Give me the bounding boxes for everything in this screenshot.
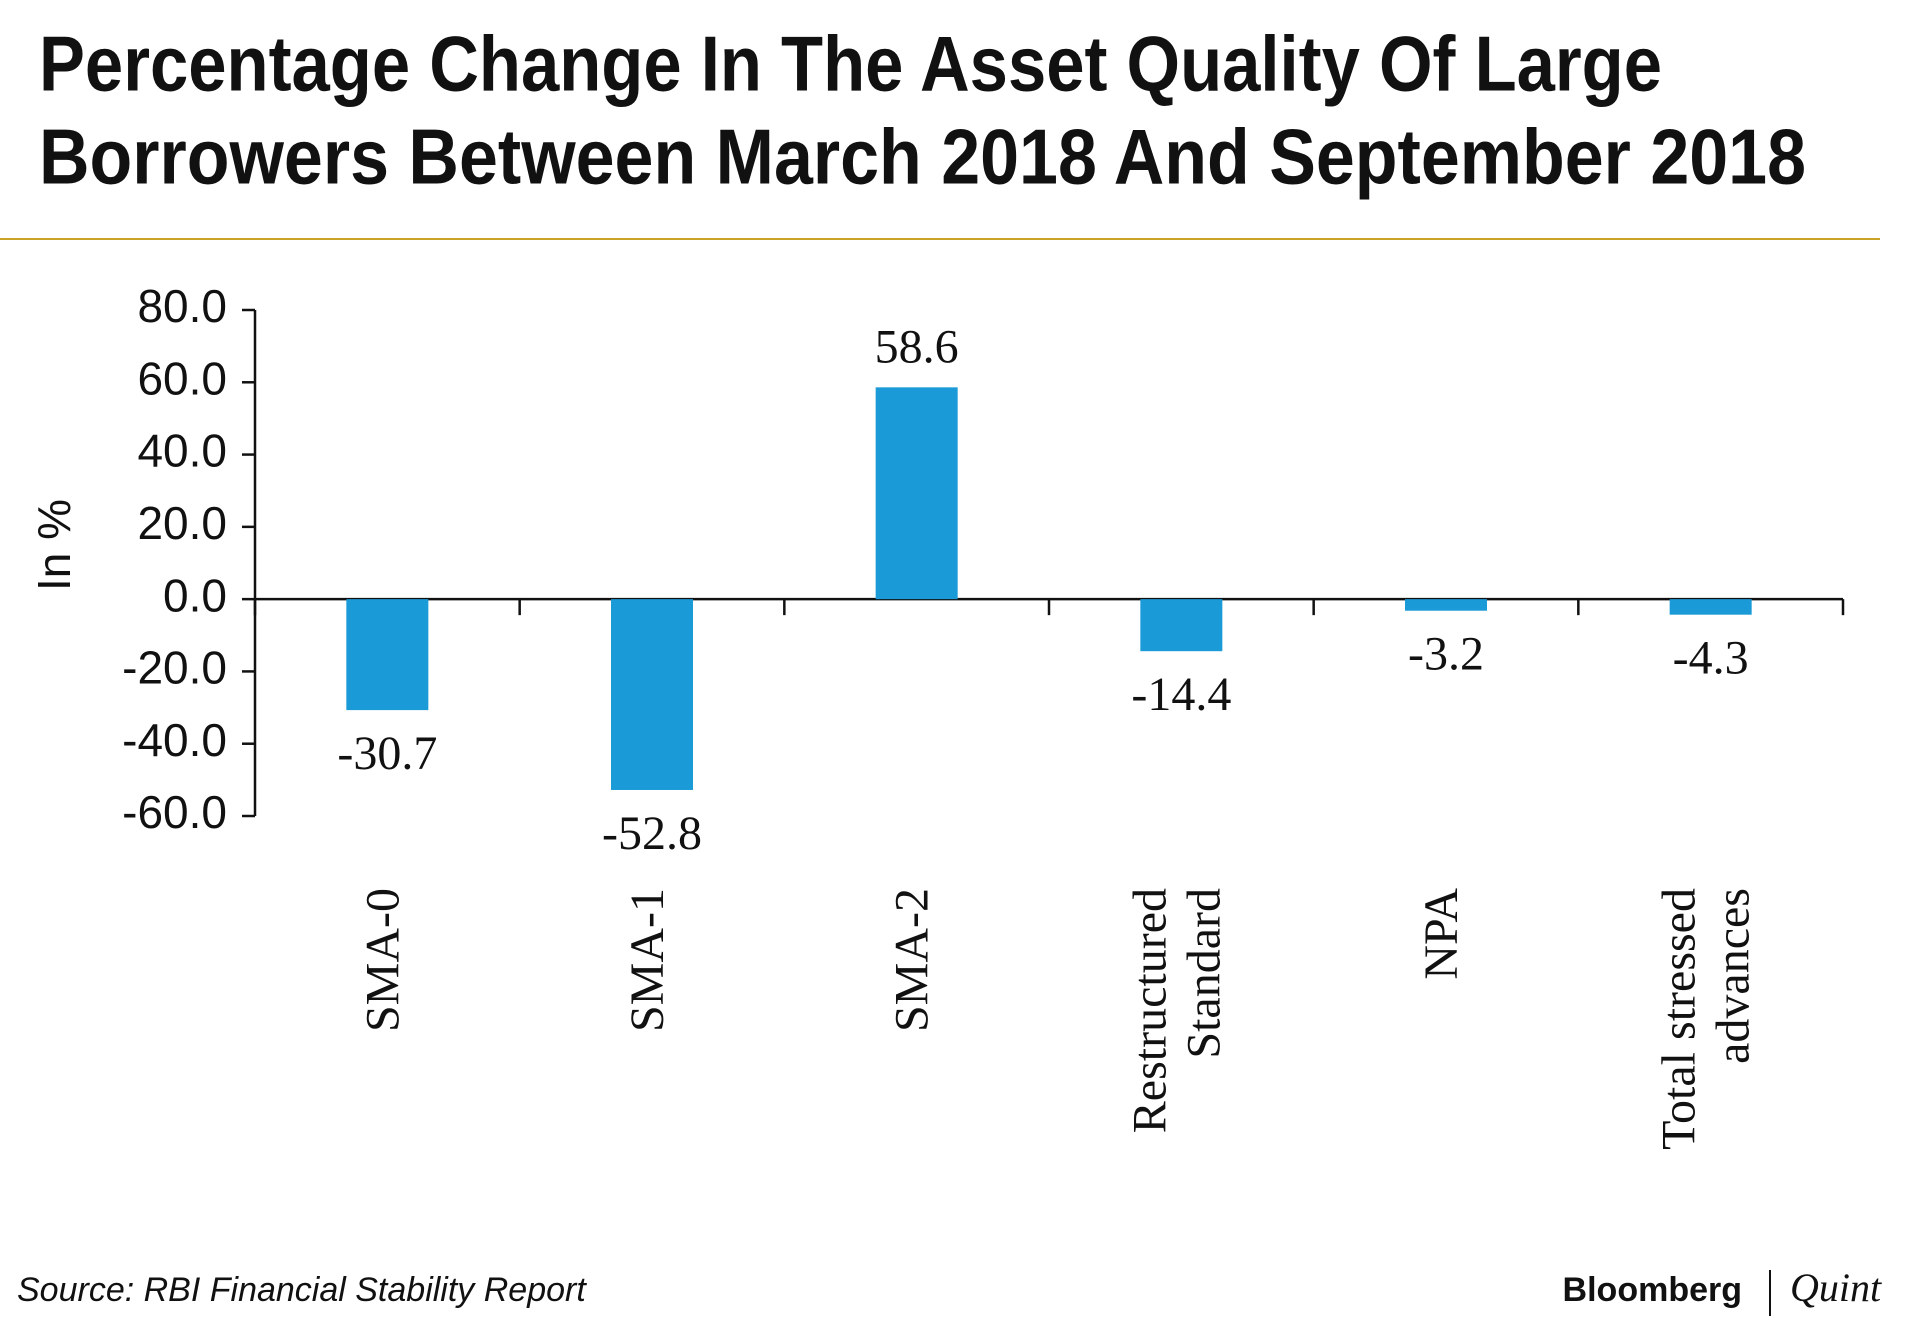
bar xyxy=(875,387,958,600)
bar xyxy=(346,599,429,711)
data-label: -52.8 xyxy=(602,807,702,860)
data-label: -4.3 xyxy=(1673,632,1749,685)
x-tick-label: Total stressed xyxy=(1653,888,1706,1150)
y-tick-label: 20.0 xyxy=(137,497,227,549)
bar xyxy=(1405,599,1487,611)
data-label: -30.7 xyxy=(337,727,437,780)
x-tick-label: NPA xyxy=(1415,888,1468,980)
logo: Bloomberg xyxy=(1563,1271,1742,1309)
x-tick-label: SMA-0 xyxy=(356,888,409,1032)
bar xyxy=(1669,599,1752,615)
y-tick-label: 60.0 xyxy=(137,352,227,404)
y-tick-label: -60.0 xyxy=(122,786,227,838)
x-tick-label: Standard xyxy=(1177,888,1230,1059)
source: Source: RBI Financial Stability Report xyxy=(17,1271,587,1309)
y-tick-label: 0.0 xyxy=(163,569,227,621)
y-tick-label: 80.0 xyxy=(137,280,227,332)
data-label: -3.2 xyxy=(1408,628,1484,681)
data-label: 58.6 xyxy=(875,320,959,373)
y-tick-label: -40.0 xyxy=(122,714,227,766)
y-tick-label: 40.0 xyxy=(137,425,227,477)
x-tick-label: Restructured xyxy=(1123,888,1176,1133)
x-tick-label: SMA-2 xyxy=(886,888,939,1032)
y-tick-label: -20.0 xyxy=(122,642,227,694)
chart-title: Percentage Change In The Asset Quality O… xyxy=(39,20,1662,108)
bar xyxy=(1140,599,1223,652)
x-tick-label: advances xyxy=(1707,888,1760,1064)
chart-title: Borrowers Between March 2018 And Septemb… xyxy=(39,113,1806,201)
logo: Quint xyxy=(1790,1265,1882,1310)
bar xyxy=(611,599,693,790)
y-axis-label: In % xyxy=(28,499,80,591)
x-tick-label: SMA-1 xyxy=(621,888,674,1032)
data-label: -14.4 xyxy=(1131,668,1231,721)
